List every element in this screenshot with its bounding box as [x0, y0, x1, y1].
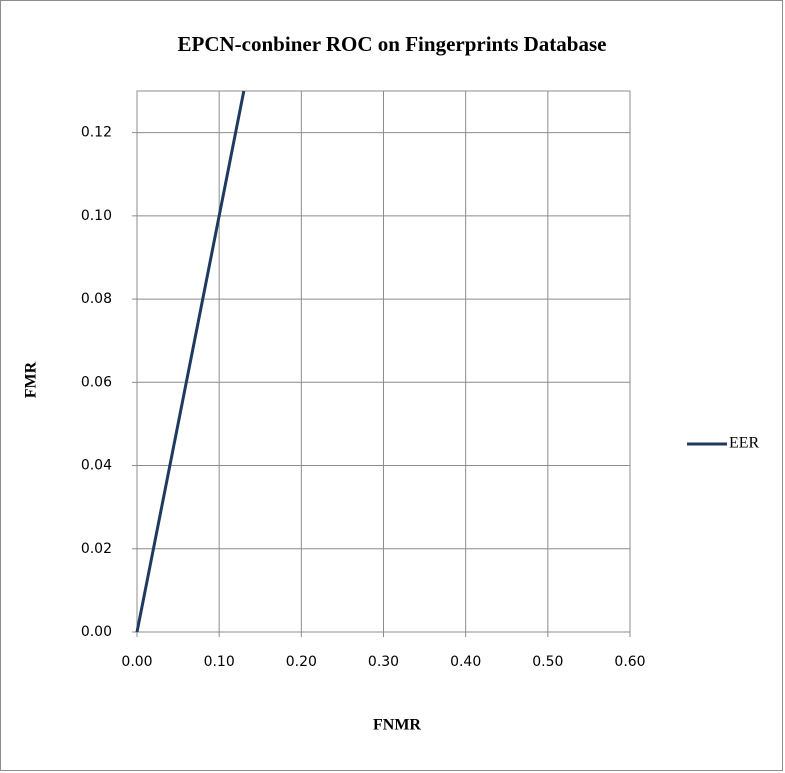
- x-tick-label: 0.60: [614, 654, 645, 670]
- y-tick-label: 0.10: [81, 208, 112, 224]
- y-tick-label: 0.02: [81, 541, 112, 557]
- x-tick-label: 0.20: [286, 654, 317, 670]
- x-axis-label: FNMR: [373, 717, 421, 734]
- legend-label: EER: [729, 435, 760, 452]
- x-tick-label: 0.40: [450, 654, 481, 670]
- x-tick-label: 0.10: [204, 654, 235, 670]
- x-tick-label: 0.50: [532, 654, 563, 670]
- series-line: [135, 90, 246, 633]
- y-tick-label: 0.06: [81, 374, 112, 390]
- chart-title: EPCN-conbiner ROC on Fingerprints Databa…: [178, 32, 607, 56]
- y-tick-label: 0.04: [81, 458, 112, 474]
- x-tick-label: 0.30: [368, 654, 399, 670]
- x-tick-label: 0.00: [121, 654, 152, 670]
- y-tick-label: 0.00: [81, 624, 112, 640]
- y-tick-label: 0.08: [81, 291, 112, 307]
- y-tick-label: 0.12: [81, 125, 112, 141]
- y-axis-label: FMR: [23, 361, 40, 398]
